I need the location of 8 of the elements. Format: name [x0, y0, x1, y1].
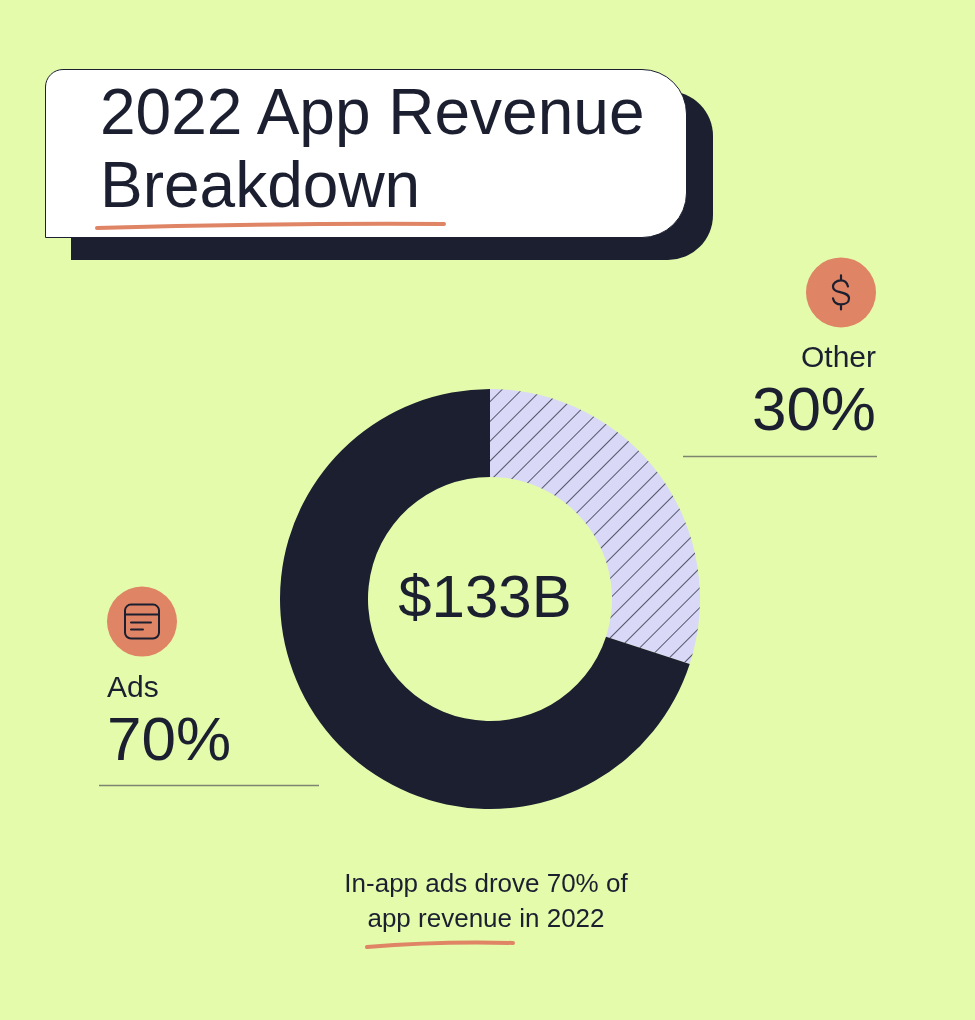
slice-label: Other: [800, 340, 877, 374]
data-label: 30%: [751, 374, 876, 444]
chart-title: 2022 App Revenue Breakdown: [100, 76, 646, 222]
slice-label: Ads: [107, 669, 159, 703]
text: $133B: [398, 563, 572, 630]
text: In-app ads drove 70% of app revenue in 2022: [343, 867, 629, 935]
data-label: 70%: [107, 703, 232, 773]
donut-slice: [280, 389, 690, 809]
